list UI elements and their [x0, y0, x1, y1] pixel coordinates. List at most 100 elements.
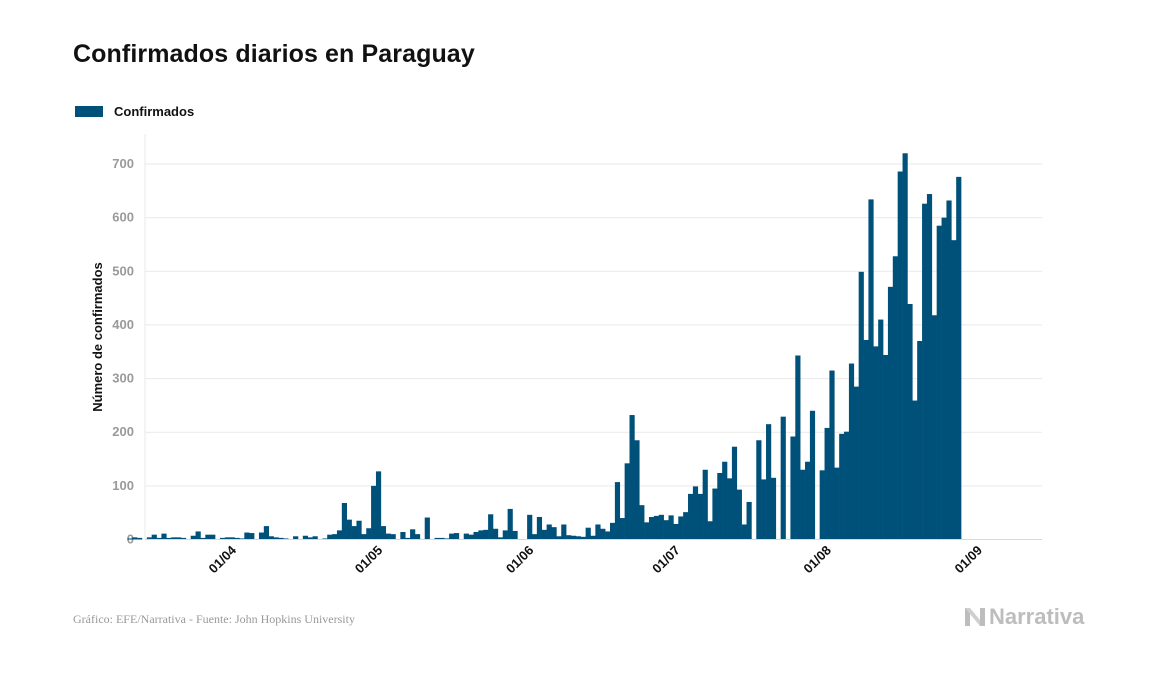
- bar: [790, 436, 796, 540]
- bar: [449, 533, 455, 540]
- brand-name: Narrativa: [989, 604, 1085, 629]
- bar: [200, 537, 206, 540]
- bar: [336, 530, 343, 540]
- bar: [863, 339, 869, 540]
- legend-swatch: [75, 106, 103, 117]
- bar: [634, 440, 640, 540]
- y-tick-label: 200: [112, 424, 134, 439]
- bar: [731, 446, 738, 540]
- bar: [844, 431, 850, 540]
- bar: [941, 217, 947, 540]
- bar: [390, 534, 396, 540]
- bar: [351, 526, 357, 540]
- bar: [463, 533, 469, 540]
- bar: [951, 240, 957, 540]
- bar: [819, 470, 825, 540]
- bar: [907, 304, 913, 540]
- bar: [717, 472, 723, 540]
- bar: [385, 533, 391, 540]
- bar: [293, 536, 299, 540]
- x-tick-label: 01/05: [352, 543, 386, 577]
- bar: [410, 529, 416, 540]
- bar: [375, 471, 382, 540]
- bar: [536, 516, 543, 540]
- bar: [488, 514, 494, 540]
- bar: [356, 520, 362, 540]
- bar: [702, 469, 708, 540]
- bar: [278, 537, 284, 540]
- bar: [839, 433, 845, 540]
- bar: [151, 534, 157, 540]
- bar: [824, 427, 830, 540]
- bar: [722, 461, 728, 540]
- y-tick-label: 100: [112, 478, 134, 493]
- bar: [176, 537, 182, 540]
- bar: [805, 461, 811, 540]
- x-tick-label: 01/08: [800, 543, 834, 577]
- bar: [332, 534, 338, 540]
- bar: [610, 522, 616, 540]
- bar: [453, 533, 460, 540]
- bar: [829, 370, 835, 540]
- bar: [161, 533, 167, 540]
- bar: [878, 319, 884, 540]
- bar: [697, 493, 703, 540]
- bar: [195, 531, 201, 540]
- bar: [234, 537, 240, 540]
- bar: [127, 538, 133, 540]
- bar: [780, 416, 786, 540]
- bar: [561, 524, 567, 540]
- bar: [580, 536, 586, 540]
- bar: [512, 530, 518, 540]
- bar: [283, 538, 289, 540]
- x-axis-ticks: 01/04 01/05 01/06 01/07 01/08 01/09: [206, 542, 986, 576]
- bar: [302, 535, 308, 540]
- bar: [312, 536, 318, 540]
- bar: [531, 534, 538, 540]
- bar: [629, 415, 635, 540]
- bar: [551, 527, 557, 540]
- bar: [761, 479, 767, 540]
- bar: [507, 508, 513, 540]
- bar: [210, 534, 216, 540]
- bar: [483, 529, 489, 540]
- bar: [156, 537, 162, 540]
- bar: [756, 440, 762, 540]
- bar: [624, 463, 630, 540]
- bar: [600, 528, 606, 540]
- bar: [502, 530, 508, 540]
- bar: [166, 537, 172, 540]
- bar: [229, 537, 235, 540]
- bar: [946, 200, 952, 540]
- bar: [707, 521, 713, 540]
- bar: [922, 203, 928, 540]
- bar: [190, 535, 196, 540]
- bar: [746, 501, 752, 540]
- bar: [224, 537, 230, 540]
- bar: [478, 530, 484, 540]
- bar: [931, 315, 937, 540]
- bar: [902, 153, 908, 540]
- bar: [800, 469, 806, 540]
- bar: [492, 528, 499, 540]
- bar: [644, 522, 650, 540]
- brand-logo: Narrativa: [964, 604, 1084, 630]
- x-tick-label: 01/09: [952, 543, 986, 577]
- bar: [887, 286, 894, 540]
- bar: [444, 538, 450, 540]
- bar: [766, 424, 772, 540]
- bar: [683, 512, 689, 540]
- bar: [649, 516, 655, 540]
- bar: [868, 199, 874, 540]
- legend-label: Confirmados: [114, 104, 195, 119]
- source-credit: Gráfico: EFE/Narrativa - Fuente: John Ho…: [73, 612, 355, 626]
- bar: [668, 515, 674, 540]
- bar: [858, 271, 864, 540]
- bar: [673, 523, 679, 540]
- bar: [171, 537, 177, 540]
- bar: [400, 531, 406, 540]
- bar: [605, 531, 611, 540]
- bar: [244, 532, 250, 540]
- bar: [736, 489, 742, 540]
